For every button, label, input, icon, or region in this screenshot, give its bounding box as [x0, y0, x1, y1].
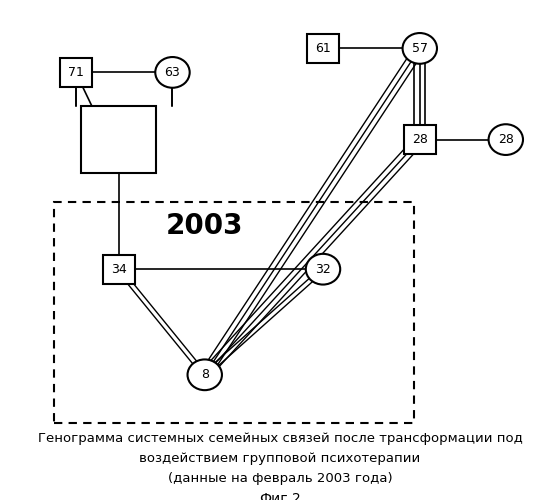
Text: 61: 61 — [315, 42, 331, 55]
Text: 57: 57 — [412, 42, 428, 55]
Text: 28: 28 — [412, 133, 428, 146]
FancyBboxPatch shape — [404, 125, 436, 154]
FancyBboxPatch shape — [59, 58, 92, 87]
Text: 8: 8 — [200, 368, 209, 382]
Text: 71: 71 — [68, 66, 83, 79]
Circle shape — [188, 360, 222, 390]
Text: 32: 32 — [315, 262, 331, 276]
Text: 2003: 2003 — [166, 212, 244, 240]
Circle shape — [306, 254, 340, 284]
Circle shape — [488, 124, 523, 155]
Text: Генограмма системных семейных связей после трансформации под: Генограмма системных семейных связей пос… — [38, 432, 522, 444]
FancyBboxPatch shape — [102, 255, 135, 284]
Text: 63: 63 — [165, 66, 180, 79]
Circle shape — [155, 57, 190, 88]
FancyBboxPatch shape — [81, 106, 156, 173]
Text: 28: 28 — [498, 133, 514, 146]
Text: (данные на февраль 2003 года): (данные на февраль 2003 года) — [167, 472, 393, 485]
Text: 34: 34 — [111, 262, 127, 276]
Text: Фиг.2: Фиг.2 — [259, 492, 301, 500]
FancyBboxPatch shape — [307, 34, 339, 63]
Text: воздействием групповой психотерапии: воздействием групповой психотерапии — [139, 452, 421, 465]
Circle shape — [403, 33, 437, 64]
